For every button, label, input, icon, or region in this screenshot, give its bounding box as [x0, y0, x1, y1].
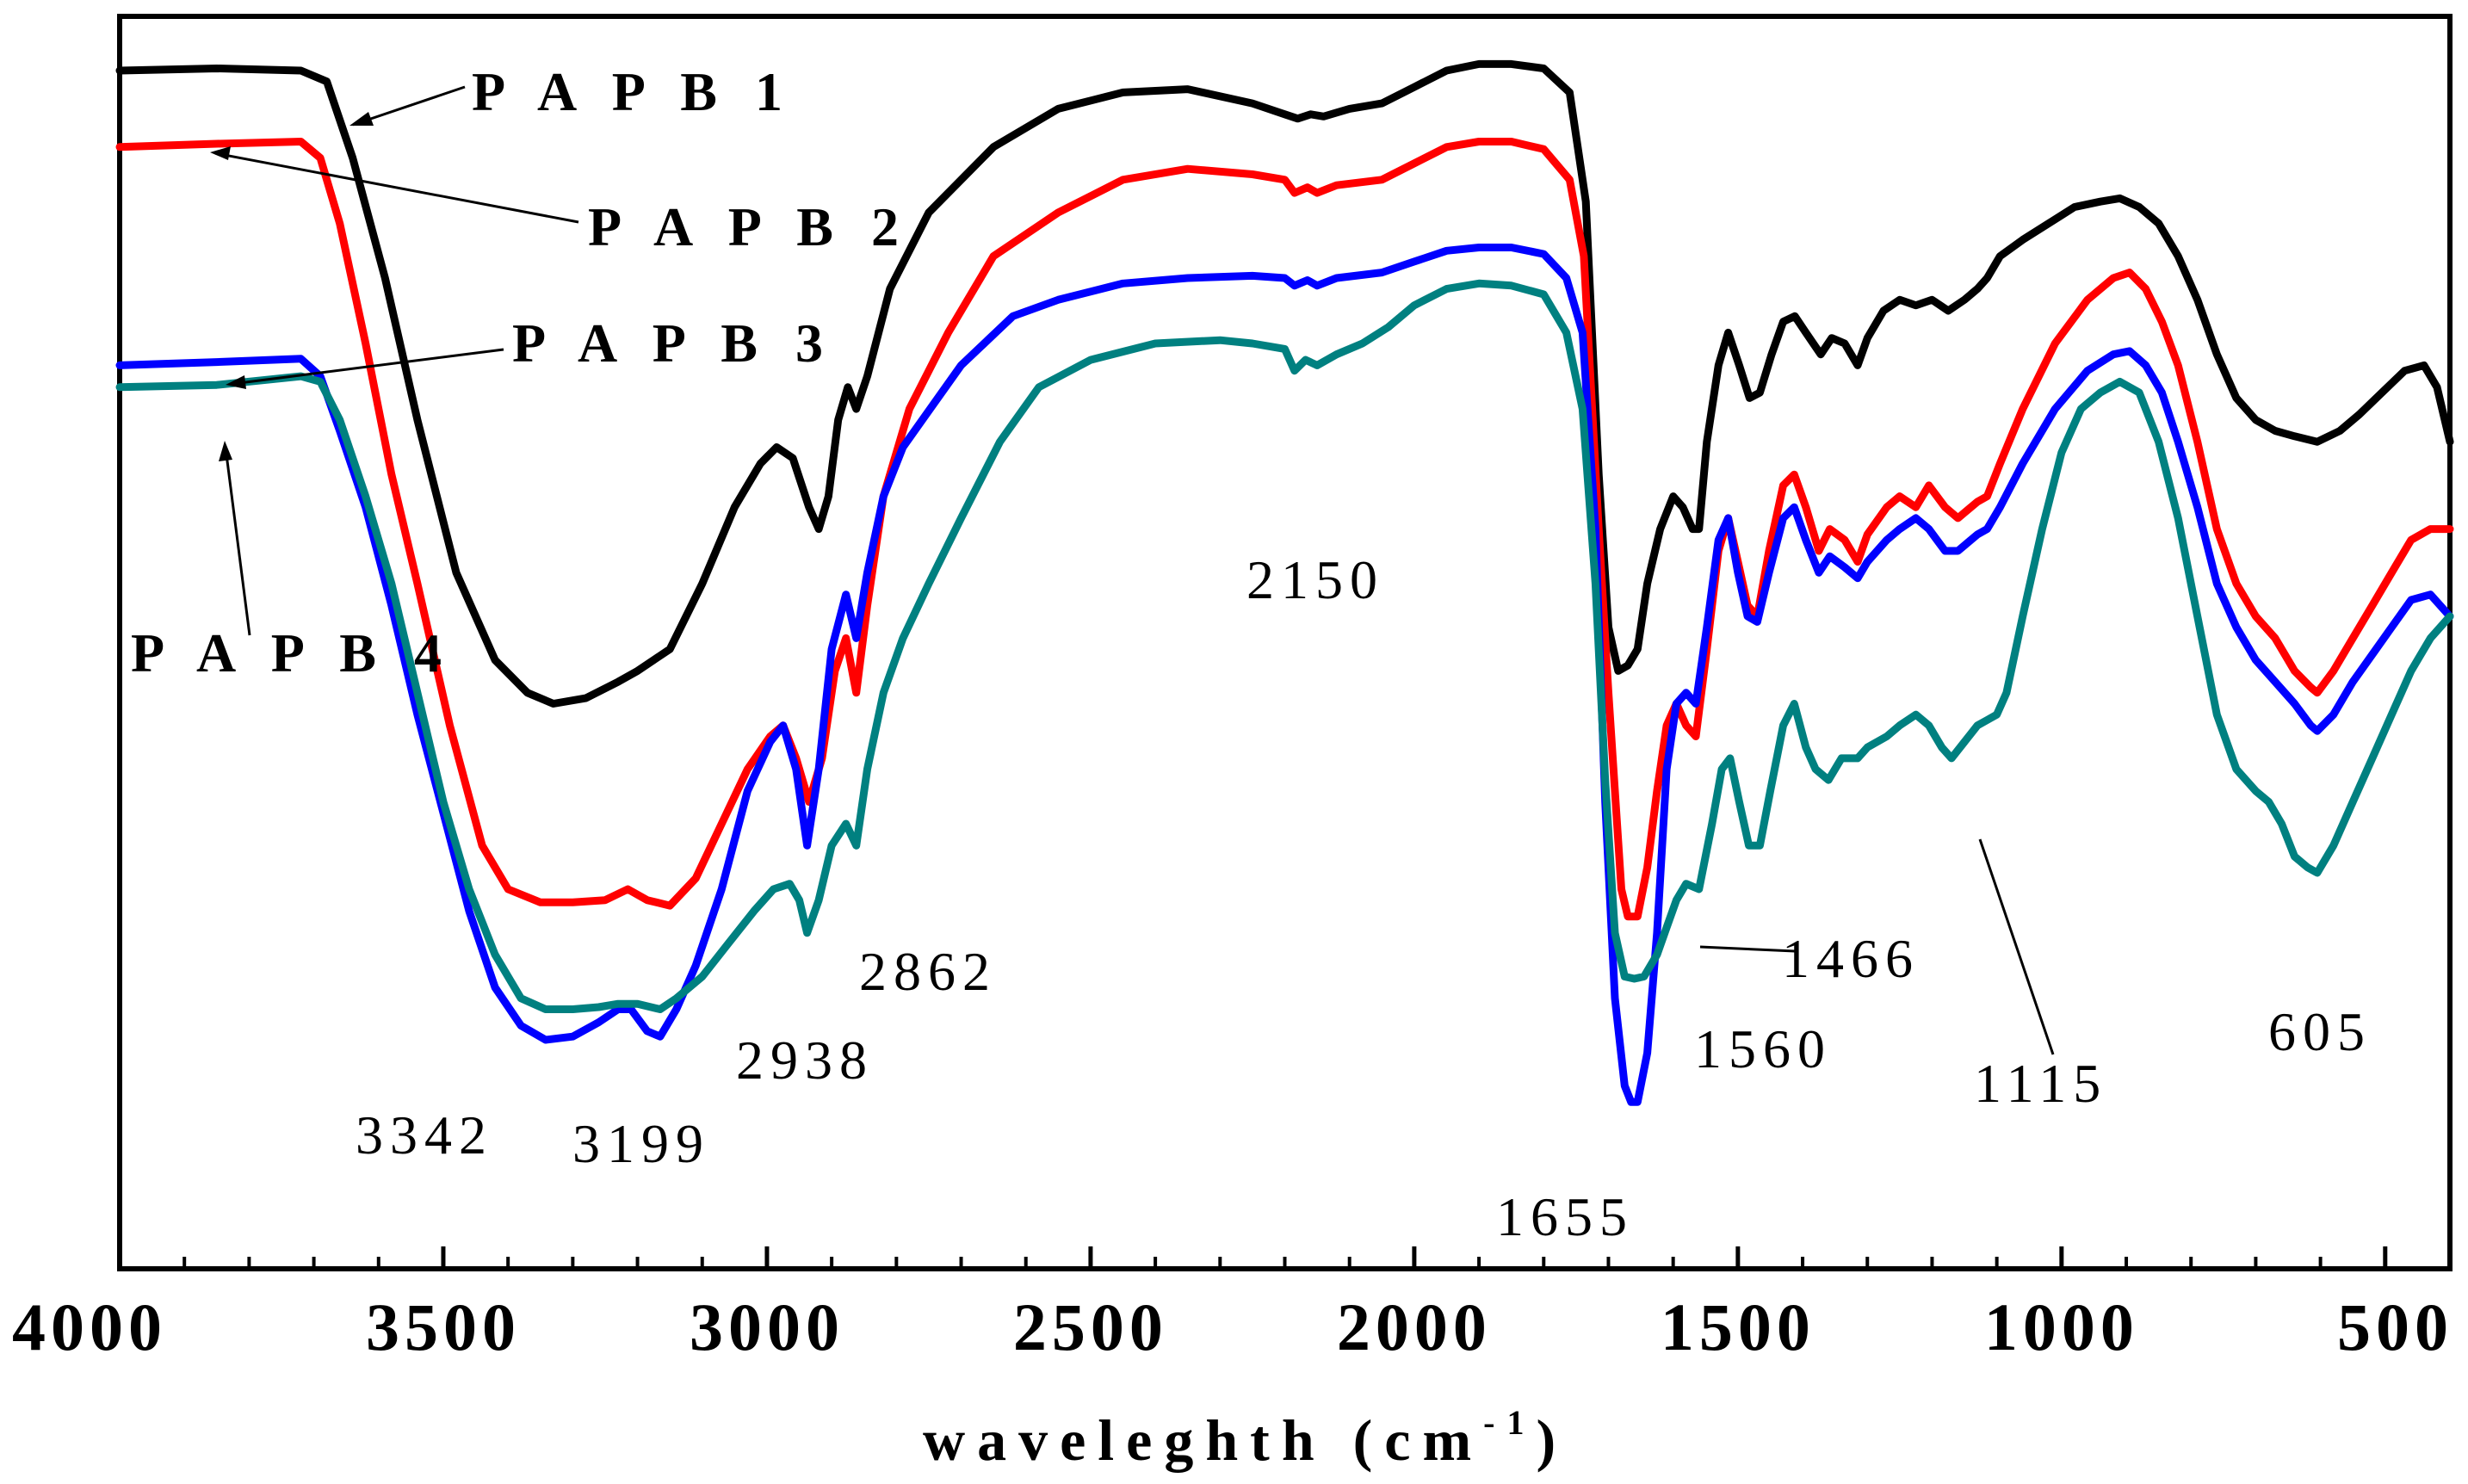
x-tick-label-1000: 1000	[1984, 1289, 2139, 1364]
x-axis-title-close: )	[1536, 1407, 1568, 1473]
legend-label-papb2: P A P B 2	[588, 196, 911, 257]
x-tick-label-2000: 2000	[1337, 1289, 1492, 1364]
x-axis-title: waveleghth (cm-1)	[923, 1403, 1568, 1473]
peak-label-2862: 2862	[859, 941, 997, 1002]
leader-lines	[210, 85, 2055, 1055]
legend-label-papb3: P A P B 3	[512, 312, 835, 374]
x-tick-label-3000: 3000	[690, 1289, 844, 1364]
x-axis-title-main: waveleghth (cm	[923, 1407, 1483, 1473]
peak-label-605: 605	[2268, 1001, 2372, 1062]
series-line-papb4	[115, 279, 2454, 1013]
peak-label-1655: 1655	[1496, 1186, 1634, 1247]
x-axis-tick-labels: 4000 3500 3000 2500 2000 1500 1000 500	[12, 1289, 2453, 1364]
peak-label-1466: 1466	[1782, 928, 1920, 989]
x-axis-title-sup: -1	[1483, 1403, 1536, 1442]
series-layer	[115, 59, 2454, 1106]
x-tick-label-1500: 1500	[1661, 1289, 1815, 1364]
x-tick-label-500: 500	[2337, 1289, 2453, 1364]
peak-label-1560: 1560	[1694, 1018, 1832, 1079]
peak-label-3199: 3199	[572, 1113, 710, 1174]
x-axis-ticks	[117, 1246, 2452, 1269]
x-tick-label-2500: 2500	[1013, 1289, 1168, 1364]
peak-annotations: 3342 3199 2938 2862 2150 1655 1560 1466 …	[356, 549, 2372, 1247]
x-tick-label-4000: 4000	[12, 1289, 167, 1364]
x-tick-label-3500: 3500	[366, 1289, 521, 1364]
legend-label-papb4: P A P B 4	[131, 622, 454, 683]
series-line-papb3	[115, 244, 2454, 1106]
series-line-papb2	[115, 138, 2454, 921]
peak-label-1115: 1115	[1974, 1053, 2107, 1114]
series-line-papb1	[115, 59, 2454, 708]
series-labels: P A P B 1 P A P B 2 P A P B 3 P A P B 4	[131, 61, 911, 683]
legend-label-papb1: P A P B 1	[472, 61, 795, 122]
peak-label-2150: 2150	[1246, 549, 1384, 610]
peak-label-2938: 2938	[736, 1030, 874, 1091]
peak-label-3342: 3342	[356, 1104, 493, 1166]
